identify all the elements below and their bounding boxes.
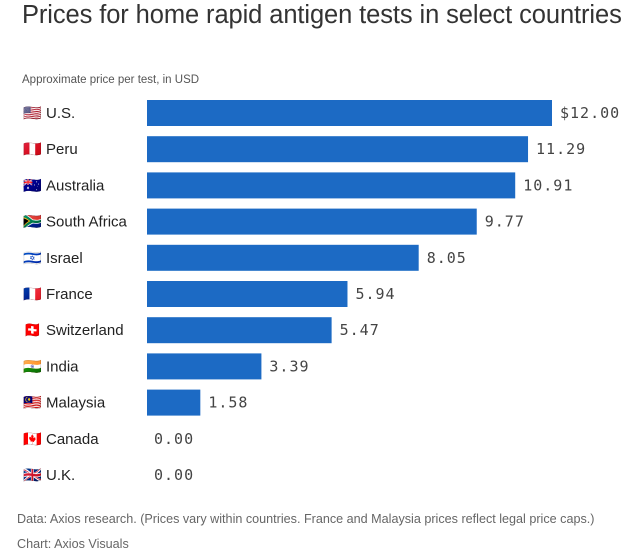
bar-switzerland [147, 317, 332, 344]
value-label-india: 3.39 [269, 357, 309, 375]
bar-australia [147, 172, 516, 199]
flag-icon-malaysia: 🇲🇾 [23, 395, 42, 412]
category-label-switzerland: Switzerland [46, 322, 124, 339]
bar-malaysia [147, 389, 201, 416]
value-label-south-africa: 9.77 [485, 213, 525, 231]
bar-u-s [147, 100, 552, 126]
value-label-israel: 8.05 [427, 249, 467, 267]
value-label-australia: 10.91 [523, 176, 573, 194]
value-label-u-k: 0.00 [154, 466, 194, 484]
bar-chart: 🇺🇸 U.S. $12.00 🇵🇪 Peru 11.29 🇦🇺 Australia 10.91 🇿… [23, 100, 620, 484]
flag-icon-south-africa: 🇿🇦 [23, 214, 42, 231]
flag-icon-u-k: 🇬🇧 [23, 467, 42, 484]
flag-icon-u-s: 🇺🇸 [23, 105, 42, 122]
category-label-u-s: U.S. [46, 105, 75, 122]
value-label-malaysia: 1.58 [208, 394, 248, 412]
category-label-malaysia: Malaysia [46, 395, 106, 412]
value-label-peru: 11.29 [536, 140, 586, 158]
category-label-israel: Israel [46, 250, 83, 267]
flag-icon-india: 🇮🇳 [23, 358, 42, 375]
chart-subtitle: Approximate price per test, in USD [22, 74, 200, 86]
category-label-u-k: U.K. [46, 467, 75, 484]
chart-title: Prices for home rapid antigen tests in s… [22, 1, 622, 29]
flag-icon-canada: 🇨🇦 [23, 431, 42, 448]
flag-icon-israel: 🇮🇱 [23, 250, 42, 267]
flag-icon-australia: 🇦🇺 [23, 176, 42, 194]
flag-icon-france: 🇫🇷 [23, 286, 42, 303]
value-label-switzerland: 5.47 [340, 321, 380, 339]
category-label-canada: Canada [46, 431, 99, 448]
flag-icon-peru: 🇵🇪 [23, 141, 42, 158]
bar-peru [147, 136, 529, 163]
value-label-canada: 0.00 [154, 430, 194, 448]
bar-south-africa [147, 208, 477, 235]
category-label-india: India [46, 358, 79, 375]
flag-icon-switzerland: 🇨🇭 [23, 321, 42, 339]
value-label-france: 5.94 [355, 285, 395, 303]
bar-india [147, 353, 262, 380]
bar-france [147, 281, 348, 307]
category-label-australia: Australia [46, 177, 105, 194]
chart-footer-note: Data: Axios research. (Prices vary withi… [17, 512, 595, 551]
value-label-u-s: $12.00 [560, 104, 620, 122]
category-label-france: France [46, 286, 93, 303]
category-label-south-africa: South Africa [46, 214, 128, 231]
category-label-peru: Peru [46, 141, 78, 158]
bar-israel [147, 244, 419, 271]
